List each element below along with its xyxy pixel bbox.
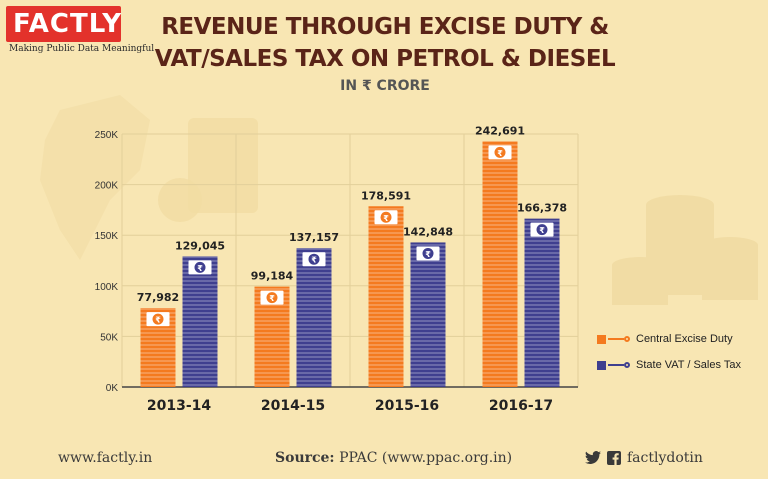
legend-swatch-excise <box>597 334 606 344</box>
facebook-icon[interactable] <box>607 451 621 465</box>
legend-line-vat <box>608 364 624 366</box>
y-tick-label: 100K <box>95 282 119 293</box>
bar-texture <box>482 141 518 387</box>
data-label: 142,848 <box>403 225 453 238</box>
rupee-symbol: ₹ <box>497 149 503 158</box>
rupee-symbol: ₹ <box>155 316 161 325</box>
legend-item-excise: Central Excise Duty <box>597 329 741 349</box>
y-tick-label: 200K <box>95 181 119 192</box>
rupee-icon <box>194 261 206 273</box>
legend-dot-vat <box>624 362 630 368</box>
bar-texture <box>296 248 332 387</box>
rupee-symbol: ₹ <box>269 294 275 303</box>
chart-subtitle: IN ₹ CRORE <box>340 78 430 94</box>
data-label: 166,378 <box>517 202 567 215</box>
x-tick-label: 2013-14 <box>147 398 212 414</box>
rupee-icon <box>494 146 506 158</box>
data-label: 242,691 <box>475 124 525 137</box>
rupee-icon <box>536 224 548 236</box>
source-note: Source: PPAC (www.ppac.org.in) <box>275 450 512 466</box>
bar-texture <box>182 256 218 387</box>
rupee-icon <box>422 247 434 259</box>
source-label: Source: <box>275 450 335 466</box>
y-tick-label: 50K <box>100 332 118 343</box>
website-link[interactable]: www.factly.in <box>58 450 153 466</box>
bar-texture <box>410 242 446 387</box>
bar-texture <box>524 218 560 387</box>
legend-dot-excise <box>624 336 630 342</box>
rupee-icon <box>308 253 320 265</box>
rupee-icon <box>266 292 278 304</box>
data-label: 77,982 <box>137 291 179 304</box>
legend-swatch-vat <box>597 360 606 370</box>
chart-legend: Central Excise Duty State VAT / Sales Ta… <box>597 329 741 381</box>
twitter-icon[interactable] <box>585 451 601 465</box>
y-tick-label: 250K <box>95 130 119 141</box>
data-label: 129,045 <box>175 239 225 252</box>
rupee-symbol: ₹ <box>539 226 545 235</box>
x-tick-label: 2014-15 <box>261 398 325 414</box>
chart-title-line1: REVENUE THROUGH EXCISE DUTY & <box>161 14 609 40</box>
rupee-symbol: ₹ <box>311 256 317 265</box>
rupee-symbol: ₹ <box>197 264 203 273</box>
data-label: 99,184 <box>251 270 294 283</box>
y-tick-label: 150K <box>95 231 119 242</box>
chart-title-line2: VAT/SALES TAX ON PETROL & DIESEL <box>154 46 616 72</box>
legend-label-excise: Central Excise Duty <box>636 333 733 345</box>
factly-logo[interactable]: FACTLY <box>6 6 121 42</box>
legend-line-excise <box>608 338 624 340</box>
handle-text: factlydotin <box>627 450 703 466</box>
logo-tagline: Making Public Data Meaningful <box>9 44 155 54</box>
data-label: 137,157 <box>289 231 339 244</box>
x-tick-label: 2016-17 <box>489 398 553 414</box>
data-label: 178,591 <box>361 189 411 202</box>
y-tick-label: 0K <box>106 383 119 394</box>
rupee-symbol: ₹ <box>425 250 431 259</box>
social-handle[interactable]: factlydotin <box>585 450 703 466</box>
source-text: PPAC (www.ppac.org.in) <box>339 450 513 466</box>
rupee-icon <box>380 211 392 223</box>
legend-item-vat: State VAT / Sales Tax <box>597 355 741 375</box>
legend-label-vat: State VAT / Sales Tax <box>636 359 741 371</box>
rupee-icon <box>152 313 164 325</box>
rupee-symbol: ₹ <box>383 214 389 223</box>
x-tick-label: 2015-16 <box>375 398 439 414</box>
bar-texture <box>368 206 404 387</box>
